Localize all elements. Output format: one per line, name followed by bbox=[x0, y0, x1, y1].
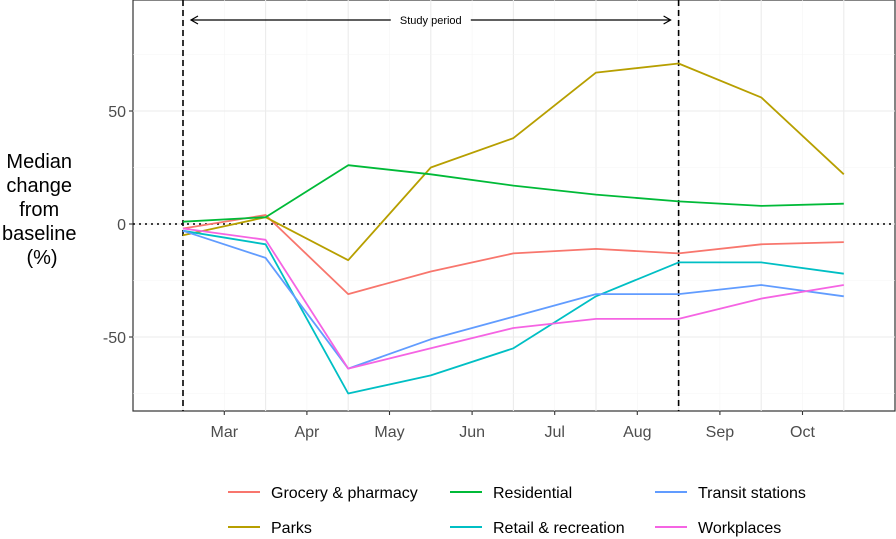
y-axis-label: Median change from baseline (%) bbox=[2, 151, 82, 269]
arrow-head-right-icon bbox=[663, 15, 672, 25]
series-lines bbox=[182, 62, 845, 395]
legend-label: Residential bbox=[493, 485, 572, 502]
x-tick-label: May bbox=[374, 424, 404, 441]
y-axis-label-line: from bbox=[19, 199, 59, 221]
reference-lines bbox=[133, 0, 895, 411]
series-line bbox=[182, 229, 844, 370]
y-axis-label-line: Median bbox=[6, 151, 72, 173]
legend: Grocery & pharmacy Parks Residential Retail… bbox=[228, 485, 806, 537]
x-tick-label: Oct bbox=[790, 424, 815, 441]
x-tick-label: Sep bbox=[706, 424, 735, 441]
x-tick-label: Aug bbox=[623, 424, 651, 441]
y-axis-label-line: change bbox=[6, 175, 72, 197]
y-tick-label: 50 bbox=[108, 104, 126, 121]
y-tick-label: -50 bbox=[103, 330, 126, 347]
series-line bbox=[182, 62, 845, 262]
arrow-head-left-icon bbox=[189, 15, 199, 25]
y-axis-label-line: (%) bbox=[26, 247, 57, 269]
study-period-annotation: Study period bbox=[189, 15, 672, 27]
legend-label: Workplaces bbox=[698, 520, 781, 537]
y-tick-label: 0 bbox=[117, 217, 126, 234]
x-tick-label: Mar bbox=[211, 424, 239, 441]
study-period-label: Study period bbox=[400, 15, 462, 27]
legend-label: Grocery & pharmacy bbox=[271, 485, 418, 502]
legend-label: Transit stations bbox=[698, 485, 806, 502]
y-axis-ticks: -50 0 50 bbox=[103, 104, 133, 347]
x-tick-label: Apr bbox=[294, 424, 320, 441]
y-axis-label-line: baseline bbox=[2, 223, 77, 245]
series-line bbox=[182, 214, 844, 296]
legend-label: Parks bbox=[271, 520, 312, 537]
x-tick-label: Jul bbox=[544, 424, 564, 441]
x-axis-ticks: Mar Apr May Jun Jul Aug Sep Oct bbox=[211, 411, 816, 441]
series-line bbox=[182, 227, 844, 370]
x-tick-label: Jun bbox=[459, 424, 485, 441]
legend-label: Retail & recreation bbox=[493, 520, 625, 537]
series-line bbox=[182, 164, 844, 223]
